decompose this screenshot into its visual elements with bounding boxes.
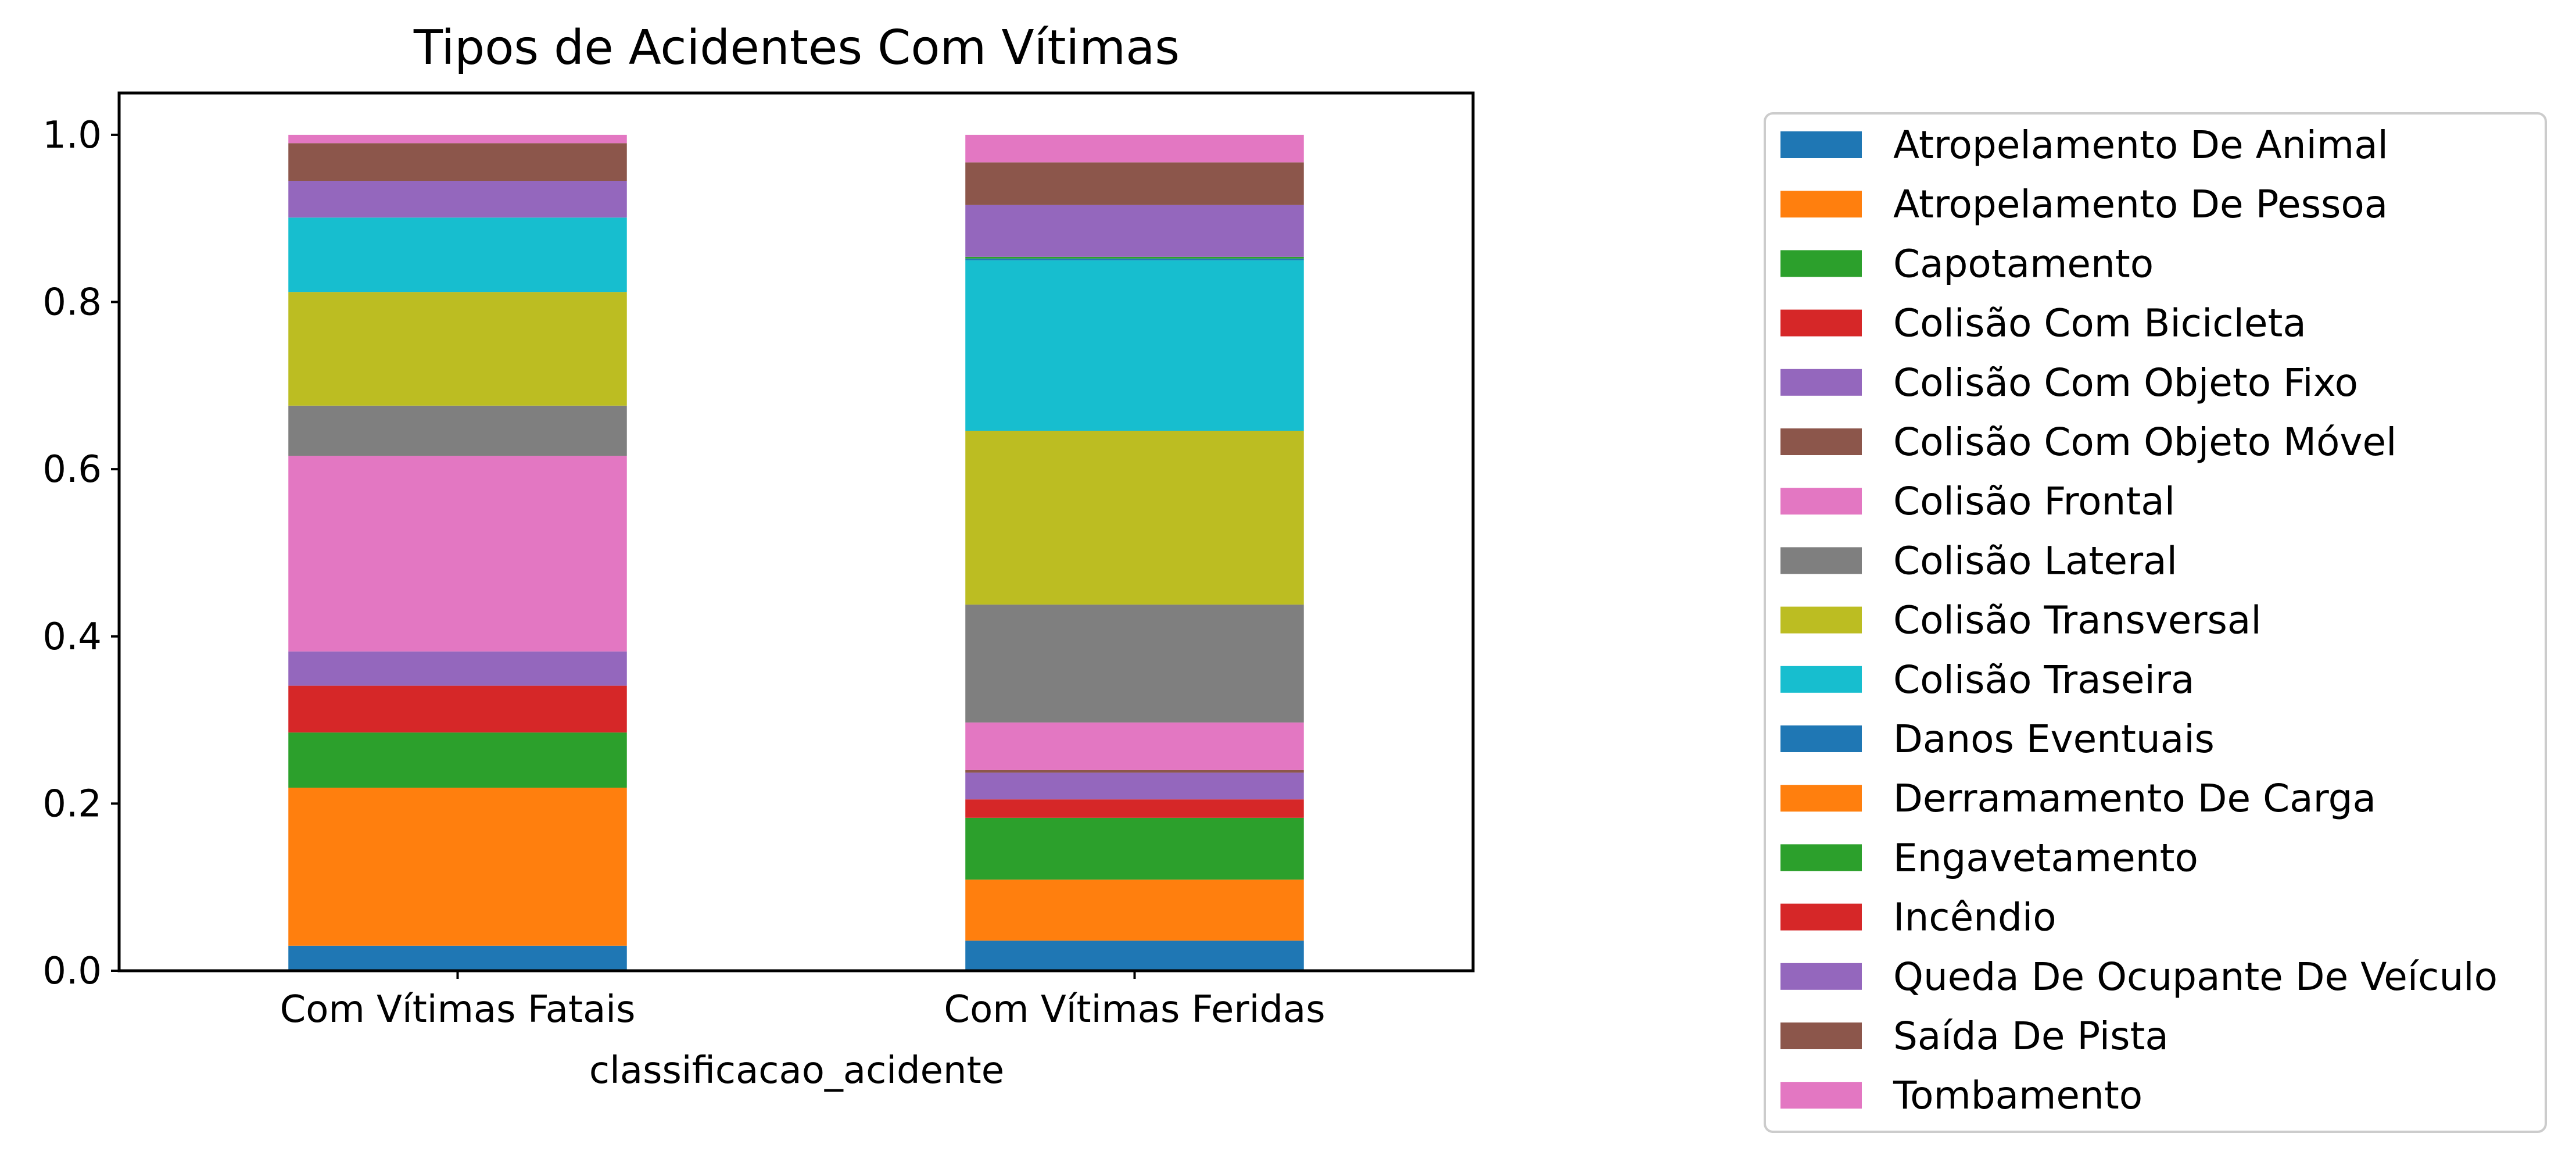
legend-label: Saída De Pista xyxy=(1893,1014,2169,1059)
legend-swatch xyxy=(1780,844,1862,871)
bar-segment xyxy=(288,651,627,686)
legend-swatch xyxy=(1780,131,1862,158)
bar-segment xyxy=(288,788,627,946)
bar-segment xyxy=(965,799,1304,818)
legend-label: Incêndio xyxy=(1893,895,2056,940)
legend-label: Engavetamento xyxy=(1893,835,2198,880)
bar-segment xyxy=(965,162,1304,205)
legend-label: Atropelamento De Pessoa xyxy=(1893,182,2388,227)
bar-segment xyxy=(288,143,627,181)
y-tick-label: 0.0 xyxy=(42,950,102,993)
legend-label: Danos Eventuais xyxy=(1893,717,2215,761)
bar-segment xyxy=(965,773,1304,800)
bars-group xyxy=(288,134,1304,971)
bar-segment xyxy=(965,879,1304,941)
bar-segment xyxy=(965,258,1304,260)
bar-segment xyxy=(965,770,1304,773)
legend-label: Colisão Transversal xyxy=(1893,598,2262,643)
legend-swatch xyxy=(1780,1022,1862,1049)
legend-swatch xyxy=(1780,963,1862,990)
y-tick-label: 0.6 xyxy=(42,448,102,491)
y-tick-label: 0.8 xyxy=(42,281,102,324)
legend-label: Colisão Com Objeto Móvel xyxy=(1893,420,2396,464)
bar-segment xyxy=(965,605,1304,723)
bar-segment xyxy=(288,405,627,456)
bar-segment xyxy=(965,134,1304,163)
x-axis: Com Vítimas Fatais Com Vítimas Feridas xyxy=(280,971,1325,1031)
legend-label: Queda De Ocupante De Veículo xyxy=(1893,954,2498,999)
legend-frame xyxy=(1764,112,2547,1133)
bar-segment xyxy=(965,205,1304,257)
chart-title: Tipos de Acidentes Com Vítimas xyxy=(413,20,1180,76)
x-tick-label: Com Vítimas Feridas xyxy=(944,988,1325,1031)
legend-label: Derramamento De Carga xyxy=(1893,776,2376,821)
bar-segment xyxy=(288,456,627,652)
bar-segment xyxy=(965,256,1304,259)
legend-swatch xyxy=(1780,369,1862,396)
bar-segment xyxy=(288,945,627,971)
legend-label: Colisão Lateral xyxy=(1893,538,2177,583)
legend-label: Tombamento xyxy=(1893,1073,2143,1118)
bar-segment xyxy=(965,941,1304,971)
legend-swatch xyxy=(1780,488,1862,515)
legend: Atropelamento De Animal Atropelamento De … xyxy=(1764,112,2547,1133)
y-axis: 0.0 0.2 0.4 0.6 0.8 1.0 xyxy=(42,114,119,993)
legend-label: Colisão Com Objeto Fixo xyxy=(1893,360,2358,405)
y-tick-label: 0.2 xyxy=(42,782,102,825)
legend-label: Colisão Traseira xyxy=(1893,657,2194,702)
legend-label: Colisão Com Bicicleta xyxy=(1893,301,2306,346)
legend-swatch xyxy=(1780,1082,1862,1109)
legend-swatch xyxy=(1780,250,1862,277)
bar-segment xyxy=(288,181,627,218)
legend-label: Capotamento xyxy=(1893,241,2154,286)
bar-segment xyxy=(965,430,1304,605)
bar-segment xyxy=(288,732,627,788)
y-tick-label: 1.0 xyxy=(42,114,102,157)
x-tick-label: Com Vítimas Fatais xyxy=(280,988,636,1031)
legend-items: Atropelamento De Animal Atropelamento De … xyxy=(1780,123,2498,1118)
bar-segment xyxy=(965,260,1304,431)
plot-frame xyxy=(117,91,1475,972)
bar-segment xyxy=(965,722,1304,770)
legend-swatch xyxy=(1780,785,1862,812)
legend-swatch xyxy=(1780,547,1862,574)
legend-swatch xyxy=(1780,666,1862,693)
legend-swatch xyxy=(1780,606,1862,634)
bar-segment xyxy=(288,292,627,406)
legend-swatch xyxy=(1780,191,1862,218)
bar-segment xyxy=(288,217,627,292)
legend-swatch xyxy=(1780,309,1862,337)
x-axis-label: classificacao_acidente xyxy=(589,1049,1004,1092)
bar-segment xyxy=(288,685,627,733)
bar-segment xyxy=(965,817,1304,880)
legend-label: Colisão Frontal xyxy=(1893,479,2175,524)
legend-label: Atropelamento De Animal xyxy=(1893,123,2388,167)
legend-swatch xyxy=(1780,725,1862,752)
legend-swatch xyxy=(1780,903,1862,931)
bar-segment xyxy=(288,134,627,144)
legend-swatch xyxy=(1780,428,1862,455)
y-tick-label: 0.4 xyxy=(42,616,102,659)
